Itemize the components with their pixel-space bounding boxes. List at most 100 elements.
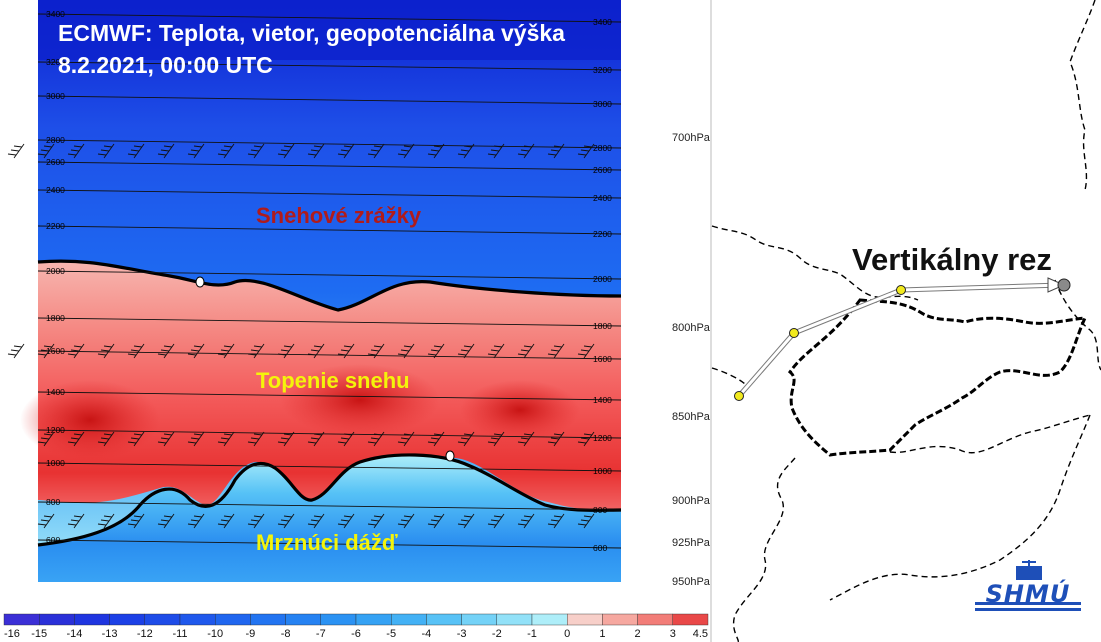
wind-barb [217, 431, 235, 447]
colorbar-label: -6 [351, 628, 361, 640]
wind-barb [157, 343, 175, 359]
isoline-label-right: 3200 [593, 65, 612, 75]
annotation-melt: Topenie snehu [256, 368, 410, 393]
location-map [711, 0, 1101, 642]
wind-barb [577, 343, 595, 359]
isoline-label-left: 1400 [46, 387, 65, 397]
annotation-snow: Snehové zrážky [256, 203, 422, 228]
wind-barb [457, 513, 475, 529]
pressure-level-950: 950hPa [672, 576, 710, 588]
wind-barb [397, 513, 415, 529]
colorbar-label: -5 [386, 628, 397, 640]
colorbar-swatch [391, 613, 427, 626]
wind-barb [307, 513, 325, 529]
colorbar-swatch [461, 613, 498, 626]
isoline-label-right: 2000 [593, 274, 612, 284]
colorbar-label: -11 [172, 628, 188, 640]
wind-barb [247, 513, 265, 529]
chart-title: ECMWF: Teplota, vietor, geopotenciálna v… [58, 20, 565, 46]
isoline-label-left: 1600 [46, 346, 65, 356]
isoline-label-left: 1200 [46, 425, 65, 435]
isoline-2200 [37, 225, 622, 235]
wind-barb [37, 343, 55, 359]
colorbar-label: -9 [245, 628, 256, 640]
wind-barb [397, 431, 415, 447]
wind-barb [187, 431, 205, 447]
wind-barb [487, 143, 505, 159]
isoline-label-right: 3400 [593, 17, 612, 27]
route-arrowhead [1047, 277, 1066, 293]
isoline-3400 [37, 13, 622, 23]
isoline-2400 [37, 189, 622, 199]
isoline-label-right: 1000 [593, 466, 612, 476]
colorbar-label: -2 [491, 628, 502, 640]
pressure-level-700: 700hPa [672, 132, 710, 144]
wind-barb [367, 343, 385, 359]
border-slovakia [787, 298, 1088, 457]
isoline-1800 [37, 317, 622, 327]
wind-barb [427, 513, 445, 529]
wind-barb [577, 513, 595, 529]
wind-barb [277, 143, 295, 159]
wind-barb [157, 143, 175, 159]
wind-barb [547, 431, 565, 447]
wind-barb [217, 343, 235, 359]
colorbar-swatch [496, 613, 533, 626]
isoline-label-right: 3000 [593, 99, 612, 109]
wind-barb [427, 143, 445, 159]
shmu-logo-icon [975, 560, 1081, 611]
wind-barb [517, 143, 535, 159]
wind-barb [457, 431, 475, 447]
colorbar-swatch [672, 613, 709, 626]
wind-barb [37, 431, 55, 447]
border-hungary [732, 414, 1091, 642]
isoline-label-right: 1400 [593, 395, 612, 405]
isoline-3000 [37, 95, 622, 105]
wind-barb [307, 343, 325, 359]
wind-barb [337, 343, 355, 359]
colorbar-label: -3 [456, 628, 467, 640]
wind-barb [457, 343, 475, 359]
colorbar-label: 3 [669, 628, 676, 640]
wind-barb [247, 431, 265, 447]
chart-subtitle: 8.2.2021, 00:00 UTC [58, 52, 273, 78]
colorbar-label: 1 [599, 628, 606, 640]
wind-barb [247, 343, 265, 359]
colorbar-swatch [144, 613, 181, 626]
wind-barb [187, 143, 205, 159]
colorbar-swatch [214, 613, 251, 626]
isoline-label-left: 1000 [46, 458, 65, 468]
zero-isotherm-lower [37, 453, 622, 547]
colorbar-swatch [74, 613, 110, 626]
colorbar-swatch [320, 613, 357, 626]
colorbar-swatch [637, 613, 673, 626]
border-austria [711, 367, 746, 385]
wind-barb [337, 431, 355, 447]
colorbar-label: -15 [31, 628, 48, 640]
wind-barb [337, 513, 355, 529]
wind-barb [217, 143, 235, 159]
isoline-800 [37, 501, 622, 511]
wind-barb [367, 431, 385, 447]
wind-barb [277, 343, 295, 359]
colorbar-swatch [179, 613, 216, 626]
isoline-label-left: 2000 [46, 266, 65, 276]
wind-barb [37, 513, 55, 529]
shmu-logo-text: SHMÚ [985, 580, 1071, 608]
isoline-label-right: 600 [593, 543, 607, 553]
isoline-label-left: 3200 [46, 57, 65, 67]
isoline-label-left: 600 [46, 535, 60, 545]
wind-barb [487, 431, 505, 447]
isoline-label-right: 1600 [593, 354, 612, 364]
isoline-label-right: 2400 [593, 193, 612, 203]
isoline-label-right: 2200 [593, 229, 612, 239]
isoline-label-right: 800 [593, 505, 607, 515]
colorbar-label: -4 [421, 628, 432, 640]
wind-barb [457, 143, 475, 159]
route-point-3 [896, 285, 906, 295]
wind-barb [577, 431, 595, 447]
wind-barb [547, 143, 565, 159]
wind-barb [157, 431, 175, 447]
wind-barb [547, 343, 565, 359]
